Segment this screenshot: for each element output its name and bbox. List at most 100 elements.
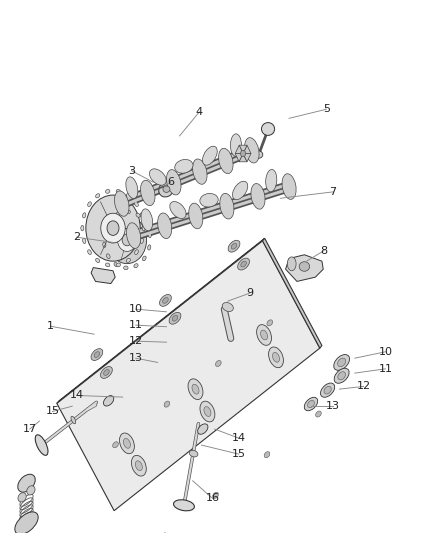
Text: 4: 4: [196, 107, 203, 117]
Ellipse shape: [257, 325, 272, 345]
Ellipse shape: [141, 180, 155, 206]
Ellipse shape: [114, 191, 129, 216]
Ellipse shape: [136, 213, 140, 217]
Text: 1: 1: [47, 321, 54, 331]
Ellipse shape: [304, 397, 318, 411]
Ellipse shape: [334, 368, 349, 383]
Ellipse shape: [106, 190, 110, 193]
Ellipse shape: [88, 250, 92, 254]
Ellipse shape: [141, 209, 153, 231]
Ellipse shape: [241, 261, 246, 267]
Ellipse shape: [173, 500, 194, 511]
Ellipse shape: [142, 256, 146, 261]
Ellipse shape: [240, 150, 246, 157]
Ellipse shape: [135, 461, 142, 471]
Text: 8: 8: [321, 246, 328, 255]
Ellipse shape: [267, 320, 272, 326]
Ellipse shape: [27, 486, 35, 495]
Ellipse shape: [230, 134, 241, 156]
Ellipse shape: [140, 238, 143, 244]
Ellipse shape: [244, 138, 259, 163]
Ellipse shape: [321, 383, 335, 397]
Ellipse shape: [148, 245, 151, 250]
Circle shape: [107, 216, 147, 264]
Ellipse shape: [142, 225, 145, 231]
Ellipse shape: [272, 352, 279, 362]
Ellipse shape: [131, 455, 146, 476]
Text: 11: 11: [129, 320, 143, 330]
Ellipse shape: [18, 474, 35, 492]
Ellipse shape: [287, 257, 296, 271]
Ellipse shape: [158, 213, 172, 239]
Ellipse shape: [71, 416, 76, 424]
Ellipse shape: [144, 221, 148, 226]
Ellipse shape: [35, 435, 48, 455]
Ellipse shape: [282, 174, 296, 199]
Ellipse shape: [163, 186, 170, 192]
Ellipse shape: [114, 262, 118, 266]
Text: 10: 10: [129, 304, 143, 314]
Ellipse shape: [338, 372, 346, 380]
Ellipse shape: [106, 254, 110, 259]
Ellipse shape: [91, 349, 103, 360]
Ellipse shape: [200, 193, 218, 207]
Text: 10: 10: [378, 347, 392, 357]
Polygon shape: [91, 268, 115, 284]
Ellipse shape: [324, 386, 331, 394]
Ellipse shape: [100, 367, 112, 378]
Ellipse shape: [134, 202, 138, 206]
Ellipse shape: [83, 238, 86, 244]
Ellipse shape: [189, 450, 198, 457]
Ellipse shape: [15, 512, 38, 533]
Circle shape: [86, 195, 140, 261]
Ellipse shape: [254, 151, 263, 158]
Ellipse shape: [299, 262, 310, 271]
Ellipse shape: [134, 250, 138, 254]
Ellipse shape: [124, 266, 128, 270]
Text: 2: 2: [73, 232, 80, 242]
Ellipse shape: [261, 123, 275, 135]
Polygon shape: [57, 241, 320, 511]
Polygon shape: [262, 238, 322, 348]
Ellipse shape: [95, 193, 100, 198]
Ellipse shape: [126, 210, 131, 214]
Ellipse shape: [149, 169, 166, 185]
Ellipse shape: [231, 244, 237, 249]
Ellipse shape: [316, 411, 321, 417]
Text: 11: 11: [378, 364, 392, 374]
Text: 14: 14: [232, 433, 246, 443]
Text: 5: 5: [323, 104, 330, 114]
Ellipse shape: [220, 193, 234, 219]
Text: 13: 13: [326, 401, 340, 411]
Polygon shape: [235, 145, 243, 154]
Ellipse shape: [188, 379, 203, 400]
Ellipse shape: [307, 400, 314, 408]
Ellipse shape: [140, 213, 143, 218]
Ellipse shape: [103, 230, 106, 235]
Ellipse shape: [127, 223, 141, 248]
Ellipse shape: [266, 169, 277, 192]
Ellipse shape: [116, 263, 120, 266]
Polygon shape: [286, 255, 323, 281]
Ellipse shape: [95, 259, 100, 263]
Text: 15: 15: [46, 407, 60, 416]
Ellipse shape: [198, 424, 208, 434]
Ellipse shape: [18, 492, 26, 502]
Ellipse shape: [215, 360, 221, 367]
Ellipse shape: [200, 401, 215, 422]
Text: 16: 16: [205, 494, 219, 503]
Text: 13: 13: [129, 353, 143, 363]
Ellipse shape: [172, 316, 178, 321]
Ellipse shape: [175, 159, 193, 173]
Ellipse shape: [116, 190, 120, 193]
Text: 12: 12: [129, 336, 143, 346]
Text: 9: 9: [246, 288, 253, 298]
Ellipse shape: [108, 219, 112, 224]
Ellipse shape: [164, 401, 170, 407]
Ellipse shape: [107, 221, 119, 236]
Ellipse shape: [83, 213, 86, 218]
Ellipse shape: [334, 354, 350, 370]
Ellipse shape: [338, 358, 346, 367]
Ellipse shape: [126, 259, 131, 263]
Ellipse shape: [170, 201, 186, 219]
